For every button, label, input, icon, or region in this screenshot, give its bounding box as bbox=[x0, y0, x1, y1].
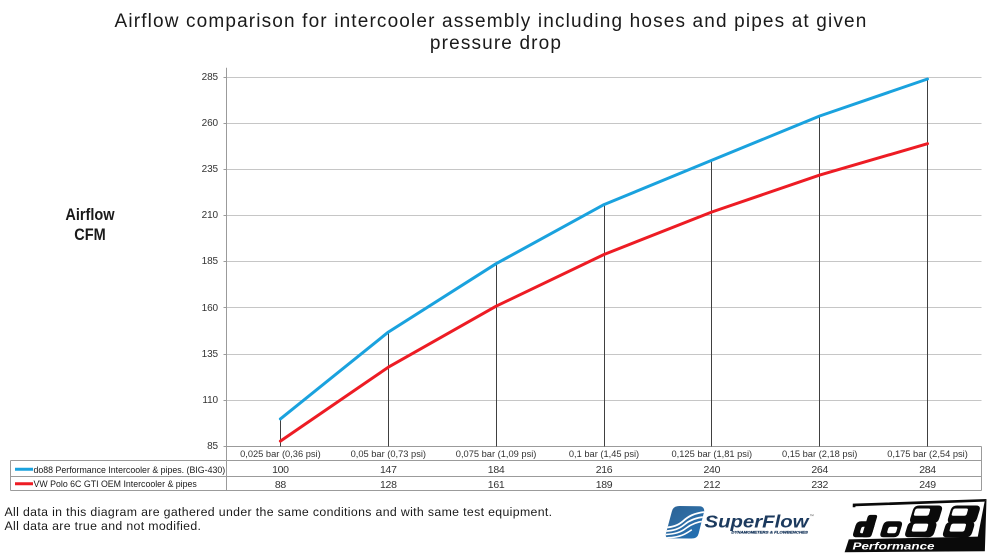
svg-text:SuperFlow: SuperFlow bbox=[705, 512, 811, 532]
svg-text:DYNAMOMETERS & FLOWBENCHES: DYNAMOMETERS & FLOWBENCHES bbox=[731, 531, 808, 535]
svg-text:Performance: Performance bbox=[853, 541, 936, 552]
svg-text:™: ™ bbox=[810, 514, 815, 519]
